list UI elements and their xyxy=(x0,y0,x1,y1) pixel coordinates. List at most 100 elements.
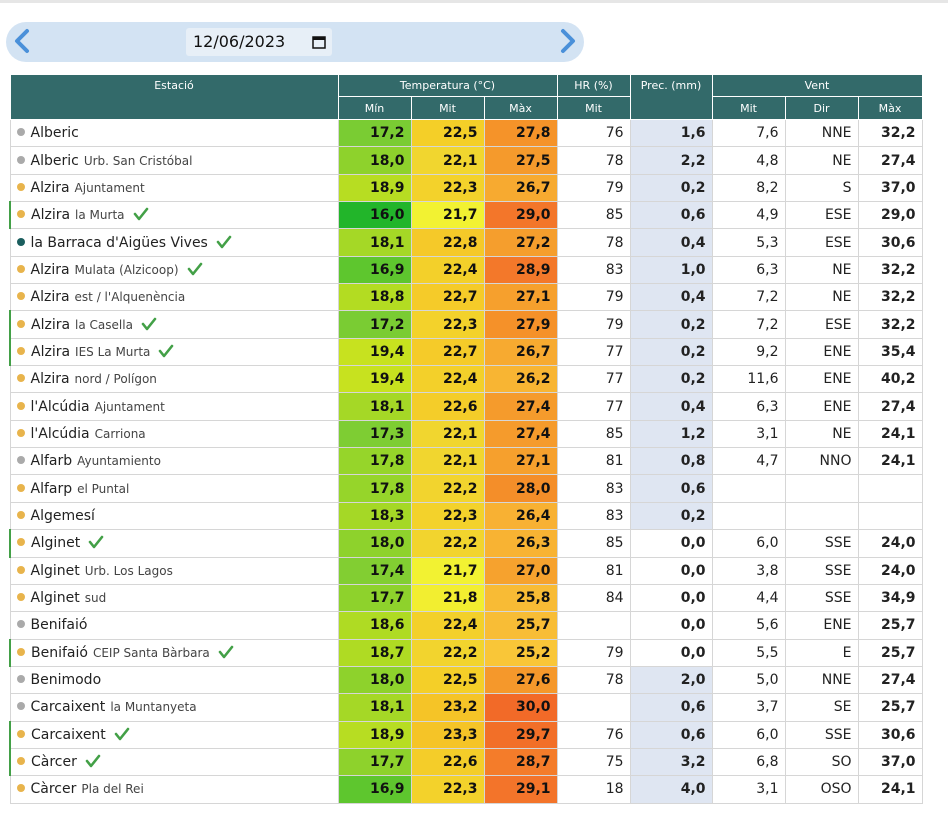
station-name-cell[interactable]: Alzira nord / Polígon xyxy=(9,365,339,394)
col-header-temp-max[interactable]: Màx xyxy=(483,96,558,120)
station-name-cell[interactable]: Alberic xyxy=(9,118,339,148)
station-name-cell[interactable]: l'Alcúdia Ajuntament xyxy=(9,392,339,421)
table-row[interactable]: Alberic Urb. San Cristóbal 18,0 22,1 27,5 78 2… xyxy=(9,146,923,175)
station-location[interactable]: CEIP Santa Bàrbara xyxy=(92,645,210,660)
table-row[interactable]: Alfarp el Puntal 17,8 22,2 28,0 83 0,6 xyxy=(9,474,923,503)
table-row[interactable]: Alzira nord / Polígon 19,4 22,4 26,2 77 0,2 11,… xyxy=(9,365,923,394)
station-city[interactable]: Alginet xyxy=(30,562,80,579)
calendar-icon[interactable] xyxy=(312,35,326,49)
table-row[interactable]: Alfarb Ayuntamiento 17,8 22,1 27,1 81 0,8 4,7 NN… xyxy=(9,447,923,476)
station-name-cell[interactable]: Algemesí xyxy=(9,501,339,531)
previous-day-button[interactable] xyxy=(8,26,38,56)
station-location[interactable]: Pla del Rei xyxy=(81,782,144,797)
station-location[interactable]: Carriona xyxy=(94,426,146,441)
table-row[interactable]: Alzira Ajuntament 18,9 22,3 26,7 79 0,2 8,2 S 37,… xyxy=(9,173,923,203)
station-city[interactable]: la Barraca d'Aigües Vives xyxy=(30,234,208,251)
station-name-cell[interactable]: Benifaió xyxy=(9,611,339,640)
station-name-cell[interactable]: Alfarb Ayuntamiento xyxy=(9,447,339,476)
station-name-cell[interactable]: Carcaixent la Muntanyeta xyxy=(9,693,339,722)
table-row[interactable]: Benimodo 18,0 22,5 27,6 78 2,0 5,0 NNE 27,4 xyxy=(9,665,923,695)
station-location[interactable]: la Casella xyxy=(75,317,133,332)
station-location[interactable]: Urb. San Cristóbal xyxy=(83,153,193,168)
station-city[interactable]: Alfarp xyxy=(30,480,73,497)
station-name-cell[interactable]: Carcaixent xyxy=(9,720,339,749)
station-name-cell[interactable]: Alberic Urb. San Cristóbal xyxy=(9,146,339,175)
station-location[interactable]: Mulata (Alzicoop) xyxy=(74,262,179,277)
date-input[interactable]: 12/06/2023 xyxy=(186,28,332,56)
station-location[interactable]: Ajuntament xyxy=(74,180,145,195)
table-row[interactable]: Alberic 17,2 22,5 27,8 76 1,6 7,6 NNE 32,2 xyxy=(9,118,923,148)
table-row[interactable]: Benifaió CEIP Santa Bàrbara 18,7 22,2 25,2 79… xyxy=(9,638,923,667)
station-city[interactable]: Benifaió xyxy=(30,617,88,634)
station-name-cell[interactable]: Alginet Urb. Los Lagos xyxy=(9,556,339,585)
table-row[interactable]: Alzira la Casella 17,2 22,3 27,9 79 0,2 7,2 ESE 3… xyxy=(9,310,923,339)
table-row[interactable]: Alginet sud 17,7 21,8 25,8 84 0,0 4,4 SSE 34,9 xyxy=(9,583,923,613)
col-header-estacio[interactable]: Estació xyxy=(9,74,339,120)
table-row[interactable]: l'Alcúdia Ajuntament 18,1 22,6 27,4 77 0,4 6,3 E… xyxy=(9,392,923,421)
table-row[interactable]: Càrcer Pla del Rei 16,9 22,3 29,1 18 4,0 3,1 OSO… xyxy=(9,775,923,804)
station-location[interactable]: Ayuntamiento xyxy=(77,454,161,469)
station-location[interactable]: Ajuntament xyxy=(94,399,165,414)
col-header-temp-min[interactable]: Mín xyxy=(337,96,412,120)
station-city[interactable]: Carcaixent xyxy=(31,726,106,743)
station-name-cell[interactable]: Alzira la Murta xyxy=(9,201,339,230)
station-name-cell[interactable]: Alzira Mulata (Alzicoop) xyxy=(9,255,339,285)
table-row[interactable]: Alzira la Murta 16,0 21,7 29,0 85 0,6 4,9 ESE 29,… xyxy=(9,201,923,230)
col-header-hr-mit[interactable]: Mit xyxy=(556,96,631,120)
col-header-vent-max[interactable]: Màx xyxy=(857,96,923,120)
station-location[interactable]: sud xyxy=(84,591,107,606)
station-name-cell[interactable]: Benifaió CEIP Santa Bàrbara xyxy=(9,638,339,667)
table-row[interactable]: Càrcer 17,7 22,6 28,7 75 3,2 6,8 SO 37,0 xyxy=(9,747,923,777)
table-row[interactable]: Carcaixent 18,9 23,3 29,7 76 0,6 6,0 SSE 30,6 xyxy=(9,720,923,749)
station-city[interactable]: l'Alcúdia xyxy=(30,425,90,442)
table-row[interactable]: Alginet 18,0 22,2 26,3 85 0,0 6,0 SSE 24,0 xyxy=(9,529,923,558)
col-header-prec[interactable]: Prec. (mm) xyxy=(629,74,713,120)
table-row[interactable]: la Barraca d'Aigües Vives 18,1 22,8 27,2 78 0… xyxy=(9,228,923,257)
station-name-cell[interactable]: Alginet xyxy=(9,529,339,558)
table-row[interactable]: Alzira est / l'Alquenència 18,8 22,7 27,1 79 0… xyxy=(9,283,923,312)
station-city[interactable]: Alberic xyxy=(30,125,79,142)
table-row[interactable]: Alzira IES La Murta 19,4 22,7 26,7 77 0,2 9,2 EN… xyxy=(9,337,923,367)
table-row[interactable]: Alginet Urb. Los Lagos 17,4 21,7 27,0 81 0,0 3,… xyxy=(9,556,923,585)
station-name-cell[interactable]: l'Alcúdia Carriona xyxy=(9,419,339,449)
station-location[interactable]: la Muntanyeta xyxy=(110,700,197,715)
col-header-vent-mit[interactable]: Mit xyxy=(711,96,786,120)
station-name-cell[interactable]: Alzira la Casella xyxy=(9,310,339,339)
station-city[interactable]: Alzira xyxy=(30,371,70,388)
table-row[interactable]: l'Alcúdia Carriona 17,3 22,1 27,4 85 1,2 3,1 NE 2… xyxy=(9,419,923,449)
station-name-cell[interactable]: Alfarp el Puntal xyxy=(9,474,339,503)
table-row[interactable]: Algemesí 18,3 22,3 26,4 83 0,2 xyxy=(9,501,923,531)
col-header-vent-dir[interactable]: Dir xyxy=(784,96,859,120)
table-row[interactable]: Alzira Mulata (Alzicoop) 16,9 22,4 28,9 83 1,0… xyxy=(9,255,923,285)
station-location[interactable]: IES La Murta xyxy=(75,344,151,359)
station-city[interactable]: Alzira xyxy=(31,207,71,224)
station-location[interactable]: el Puntal xyxy=(77,481,130,496)
station-city[interactable]: Benimodo xyxy=(30,672,102,689)
col-header-temp-mit[interactable]: Mit xyxy=(410,96,485,120)
station-location[interactable]: Urb. Los Lagos xyxy=(84,563,173,578)
station-name-cell[interactable]: Càrcer Pla del Rei xyxy=(9,775,339,804)
table-row[interactable]: Carcaixent la Muntanyeta 18,1 23,2 30,0 0,6 3,… xyxy=(9,693,923,722)
station-city[interactable]: Alfarb xyxy=(30,453,73,470)
station-name-cell[interactable]: Alzira Ajuntament xyxy=(9,173,339,203)
station-city[interactable]: Alzira xyxy=(31,316,71,333)
station-city[interactable]: Alzira xyxy=(30,289,70,306)
station-location[interactable]: la Murta xyxy=(75,208,125,223)
station-name-cell[interactable]: la Barraca d'Aigües Vives xyxy=(9,228,339,257)
station-name-cell[interactable]: Alzira est / l'Alquenència xyxy=(9,283,339,312)
station-city[interactable]: l'Alcúdia xyxy=(30,398,90,415)
table-row[interactable]: Benifaió 18,6 22,4 25,7 0,0 5,6 ENE 25,7 xyxy=(9,611,923,640)
station-city[interactable]: Algemesí xyxy=(30,507,95,524)
station-city[interactable]: Benifaió xyxy=(31,644,88,661)
station-name-cell[interactable]: Benimodo xyxy=(9,665,339,695)
station-location[interactable]: nord / Polígon xyxy=(74,372,157,387)
station-city[interactable]: Càrcer xyxy=(31,754,77,771)
station-city[interactable]: Alberic xyxy=(30,152,79,169)
station-city[interactable]: Carcaixent xyxy=(30,699,106,716)
station-city[interactable]: Alginet xyxy=(30,590,80,607)
station-city[interactable]: Alzira xyxy=(30,261,70,278)
station-city[interactable]: Càrcer xyxy=(30,781,77,798)
station-city[interactable]: Alzira xyxy=(30,179,70,196)
station-city[interactable]: Alzira xyxy=(31,343,71,360)
station-location[interactable]: est / l'Alquenència xyxy=(74,290,186,305)
